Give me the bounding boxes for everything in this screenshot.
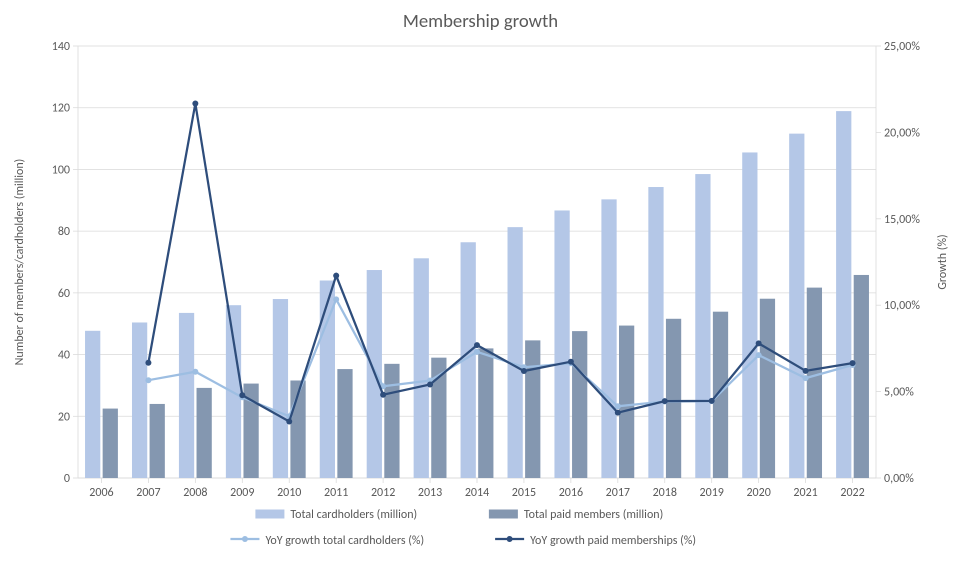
marker-growth-cardholders xyxy=(615,403,621,409)
x-tick-label: 2008 xyxy=(183,486,207,500)
marker-growth-cardholders xyxy=(474,349,480,355)
legend-marker-growth-cardholders xyxy=(242,536,248,542)
bar-total-cardholders xyxy=(179,313,194,478)
legend-label-paid-members: Total paid members (million) xyxy=(524,508,663,522)
y-left-tick-label: 20 xyxy=(58,410,70,424)
y-right-tick-label: 15,00% xyxy=(884,213,920,227)
x-tick-label: 2017 xyxy=(606,486,630,500)
bar-paid-members xyxy=(197,388,212,478)
bar-total-cardholders xyxy=(85,331,100,478)
x-tick-label: 2009 xyxy=(230,486,254,500)
x-tick-label: 2018 xyxy=(653,486,677,500)
bar-paid-members xyxy=(478,348,493,478)
x-tick-label: 2011 xyxy=(324,486,348,500)
y-right-tick-label: 25,00% xyxy=(884,40,920,54)
marker-growth-paid xyxy=(192,101,198,107)
marker-growth-paid xyxy=(286,418,292,424)
bar-total-cardholders xyxy=(508,227,523,478)
y-left-tick-label: 100 xyxy=(52,163,70,177)
legend-swatch-total-cardholders xyxy=(255,510,284,519)
bar-paid-members xyxy=(103,409,118,478)
marker-growth-paid xyxy=(474,342,480,348)
x-tick-label: 2012 xyxy=(371,486,395,500)
bar-total-cardholders xyxy=(648,187,663,478)
marker-growth-paid xyxy=(803,368,809,374)
marker-growth-paid xyxy=(145,360,151,366)
bar-paid-members xyxy=(150,404,165,478)
x-tick-label: 2015 xyxy=(512,486,536,500)
y-right-tick-label: 0,00% xyxy=(884,472,914,486)
x-tick-label: 2010 xyxy=(277,486,301,500)
svg-text:Number of members/cardholders: Number of members/cardholders (million) xyxy=(13,159,27,366)
y-right-tick-label: 10,00% xyxy=(884,299,920,313)
y-left-tick-label: 120 xyxy=(52,102,70,116)
bar-paid-members xyxy=(666,319,681,478)
y-right-title: Growth (%) xyxy=(936,234,950,289)
marker-growth-cardholders xyxy=(333,296,339,302)
marker-growth-paid xyxy=(239,392,245,398)
y-left-title: Number of members/cardholders (million) xyxy=(13,159,27,366)
bar-total-cardholders xyxy=(789,134,804,478)
x-tick-label: 2019 xyxy=(700,486,724,500)
x-tick-label: 2014 xyxy=(465,486,489,500)
marker-growth-paid xyxy=(380,392,386,398)
marker-growth-paid xyxy=(709,398,715,404)
bar-total-cardholders xyxy=(742,152,757,478)
y-left-tick-label: 40 xyxy=(58,349,70,363)
bar-paid-members xyxy=(760,299,775,478)
bar-paid-members xyxy=(713,312,728,478)
bar-total-cardholders xyxy=(695,174,710,478)
bar-total-cardholders xyxy=(836,111,851,478)
bar-total-cardholders xyxy=(273,299,288,478)
bar-paid-members xyxy=(525,340,540,478)
x-tick-label: 2006 xyxy=(89,486,113,500)
bar-paid-members xyxy=(854,275,869,478)
marker-growth-cardholders xyxy=(803,375,809,381)
y-left-tick-label: 140 xyxy=(52,40,70,54)
chart-svg: 0 20 40 60 80 100 120 140 0,00% 5,00% 10,00% 15,00%… xyxy=(0,0,961,584)
x-tick-label: 2013 xyxy=(418,486,442,500)
bar-paid-members xyxy=(337,369,352,478)
x-tick-label: 2021 xyxy=(793,486,817,500)
marker-growth-paid xyxy=(521,368,527,374)
marker-growth-paid xyxy=(756,340,762,346)
bar-total-cardholders xyxy=(554,210,569,478)
bar-paid-members xyxy=(619,326,634,478)
x-tick-label: 2007 xyxy=(136,486,160,500)
chart-title: Membership growth xyxy=(0,10,961,33)
bar-paid-members xyxy=(384,364,399,478)
legend-swatch-paid-members xyxy=(489,510,518,519)
bar-total-cardholders xyxy=(601,199,616,478)
marker-growth-cardholders xyxy=(145,377,151,383)
y-right-tick-label: 5,00% xyxy=(884,386,914,400)
bar-paid-members xyxy=(807,288,822,478)
legend-label-total-cardholders: Total cardholders (million) xyxy=(290,508,417,522)
x-tick-label: 2016 xyxy=(559,486,583,500)
marker-growth-paid xyxy=(427,382,433,388)
marker-growth-paid xyxy=(333,273,339,279)
membership-growth-chart: Membership growth 0 20 40 60 80 100 120 140 0,00… xyxy=(0,0,961,584)
marker-growth-paid xyxy=(568,359,574,365)
legend-label-growth-cardholders: YoY growth total cardholders (%) xyxy=(265,534,424,548)
marker-growth-cardholders xyxy=(756,352,762,358)
marker-growth-cardholders xyxy=(192,369,198,375)
marker-growth-paid xyxy=(850,360,856,366)
x-tick-label: 2022 xyxy=(840,486,864,500)
bar-total-cardholders xyxy=(132,322,147,478)
legend-label-growth-paid: YoY growth paid memberships (%) xyxy=(530,534,696,548)
legend-marker-growth-paid xyxy=(507,536,513,542)
y-left-tick-label: 60 xyxy=(58,287,70,301)
x-tick-label: 2020 xyxy=(746,486,770,500)
svg-text:Growth (%): Growth (%) xyxy=(936,234,950,289)
marker-growth-paid xyxy=(662,398,668,404)
marker-growth-paid xyxy=(615,410,621,416)
y-left-tick-label: 0 xyxy=(64,472,70,486)
bar-paid-members xyxy=(572,331,587,478)
y-right-tick-label: 20,00% xyxy=(884,126,920,140)
bar-total-cardholders xyxy=(414,258,429,478)
y-left-tick-label: 80 xyxy=(58,225,70,239)
